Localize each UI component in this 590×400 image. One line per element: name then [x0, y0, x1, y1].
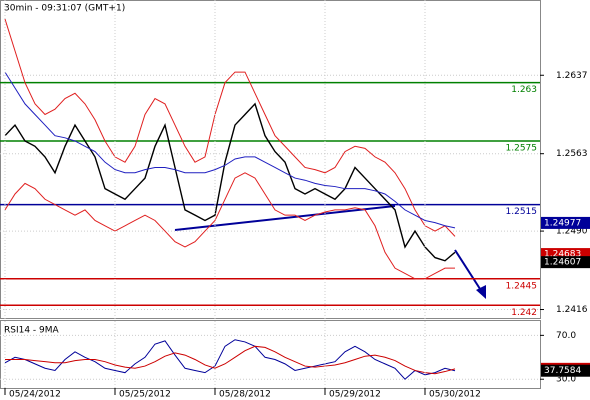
series-line — [4, 18, 456, 237]
y-tick-label: 1.2563 — [556, 149, 588, 159]
x-tick-label: 05/29/2012 — [329, 390, 381, 400]
level-label: 1.2575 — [506, 143, 538, 153]
y-tick-label: 1.2637 — [556, 71, 588, 81]
price-tag-label: 1.24977 — [544, 218, 581, 228]
price-tag — [541, 256, 590, 269]
arrow-head — [476, 285, 486, 299]
price-tag-label: 1.24607 — [544, 258, 581, 268]
series-line — [5, 345, 456, 375]
y-tick-label: 1.2416 — [556, 305, 588, 315]
price-tag — [541, 364, 590, 377]
series-line — [4, 172, 455, 280]
x-tick-label: 05/30/2012 — [429, 390, 481, 400]
x-tick-label: 05/25/2012 — [119, 390, 171, 400]
level-label: 1.263 — [511, 85, 537, 95]
series-line — [4, 71, 456, 229]
trend-line — [174, 205, 396, 231]
y-tick-label: 70.0 — [556, 331, 576, 341]
price-tag-label: 1.24683 — [544, 250, 581, 260]
series-line — [4, 102, 456, 262]
price-tag — [541, 216, 590, 229]
level-label: 1.242 — [511, 308, 537, 318]
y-tick-label: 30.0 — [556, 375, 576, 385]
level-label: 1.2445 — [506, 281, 538, 291]
level-label: 1.2515 — [506, 207, 538, 217]
arrow-shaft — [454, 249, 483, 293]
rsi-title: RSI14 - 9MA — [4, 326, 60, 336]
x-tick-label: 05/24/2012 — [9, 390, 61, 400]
x-tick-label: 05/28/2012 — [219, 390, 271, 400]
chart-title: 30min - 09:31:07 (GMT+1) — [4, 4, 125, 14]
series-line — [4, 339, 456, 380]
price-tag-label: 37.7584 — [544, 366, 581, 376]
price-panel — [0, 0, 541, 319]
rsi-panel — [0, 320, 541, 389]
y-tick-label: 1.2490 — [556, 227, 588, 237]
